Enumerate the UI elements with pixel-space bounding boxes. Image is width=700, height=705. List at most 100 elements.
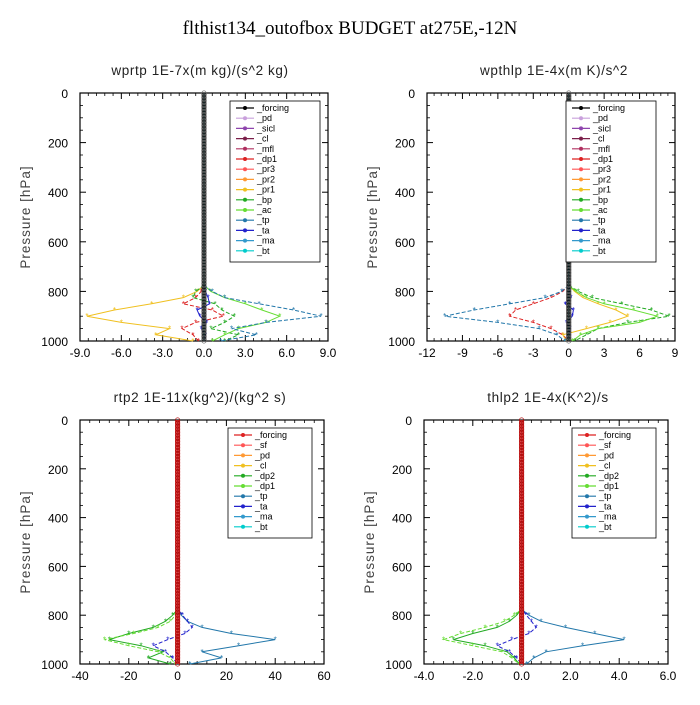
series-point: * <box>503 617 506 626</box>
zero-series-point <box>201 118 207 124</box>
series-point: * <box>171 611 174 620</box>
series-point: * <box>530 617 533 626</box>
series-point: * <box>202 337 205 346</box>
legend-marker <box>243 136 247 141</box>
zero-series-point <box>175 658 181 664</box>
zero-series-point <box>566 279 572 285</box>
zero-series-point <box>519 447 525 454</box>
series-point: * <box>157 648 160 657</box>
zero-series-point <box>175 496 181 502</box>
zero-series-point <box>519 481 525 487</box>
zero-series-point <box>566 276 572 282</box>
y-tick-label: 800 <box>392 609 412 623</box>
series-point: * <box>219 337 222 346</box>
y-axis-label: Pressure [hPa] <box>362 490 377 593</box>
series-point: * <box>205 318 208 327</box>
zero-series-point <box>519 579 525 585</box>
series-point: * <box>200 623 203 632</box>
zero-series-point <box>175 487 181 493</box>
series-point: * <box>567 337 570 346</box>
zero-series-point <box>201 198 207 205</box>
zero-series-point <box>175 572 181 579</box>
zero-series-point <box>175 499 181 505</box>
legend-marker <box>579 146 583 151</box>
zero-series-point <box>175 646 181 652</box>
series-point: * <box>223 294 226 303</box>
zero-series-point <box>519 420 525 426</box>
series-point: * <box>508 312 511 321</box>
zero-series-point <box>519 502 525 508</box>
zero-series-point <box>201 158 207 164</box>
series-point: * <box>260 306 263 315</box>
zero-series-point <box>201 99 207 105</box>
zero-series-point <box>519 515 525 521</box>
series-point: * <box>197 337 200 346</box>
series-point: * <box>564 300 567 309</box>
x-tick-label: -3.0 <box>152 346 173 360</box>
legend-marker <box>579 208 583 212</box>
series-line-bp <box>568 93 670 342</box>
zero-series-point <box>519 582 525 588</box>
legend-label: _bt <box>592 246 606 256</box>
zero-series-point <box>519 450 525 457</box>
series-point: * <box>443 312 446 321</box>
series-point: * <box>202 337 205 346</box>
zero-series-point <box>201 161 207 167</box>
series-point: * <box>211 306 214 315</box>
zero-series-point <box>201 264 207 270</box>
zero-series-point <box>175 429 181 435</box>
zero-series-point <box>175 627 181 634</box>
chart-panel-0: wprtp 1E-7x(m kg)/(s^2 kg) Pressure [hPa]… <box>18 63 337 360</box>
zero-series-point <box>175 618 181 624</box>
x-tick-label: 60 <box>317 669 331 683</box>
zero-series-point <box>566 90 572 96</box>
legend-marker <box>579 197 583 202</box>
series-point: * <box>527 630 530 639</box>
zero-series-point <box>519 630 525 637</box>
series-point: * <box>496 318 499 327</box>
zero-series-point <box>201 130 207 136</box>
series-point: * <box>626 312 629 321</box>
series-point: * <box>623 636 626 645</box>
zero-series-point <box>201 338 207 344</box>
zero-series-point <box>175 649 181 655</box>
zero-series-point <box>201 171 207 177</box>
series-point: * <box>176 660 179 669</box>
zero-series-point <box>175 563 181 569</box>
x-tick-label: 3 <box>601 346 608 360</box>
zero-series-point <box>175 557 181 563</box>
zero-series-point <box>201 183 207 189</box>
x-tick-label: 9 <box>672 346 679 360</box>
zero-series-column <box>201 93 207 341</box>
legend-label: _ma <box>598 512 617 522</box>
zero-series-point <box>519 618 525 624</box>
zero-series-point <box>519 560 525 566</box>
legend-label: _cl <box>592 134 605 144</box>
zero-series-point <box>175 469 181 475</box>
legend-marker <box>579 157 583 161</box>
zero-series-point <box>175 438 181 444</box>
zero-series-point <box>519 496 525 502</box>
zero-series-point <box>175 600 181 606</box>
zero-series-point <box>519 426 525 432</box>
zero-series-point <box>175 460 181 466</box>
zero-series-point <box>519 597 525 603</box>
zero-series-point <box>519 508 525 515</box>
series-point: * <box>168 325 171 334</box>
zero-series-point <box>201 195 207 201</box>
zero-series-point <box>201 251 207 257</box>
legend-label: _dp1 <box>254 481 275 491</box>
zero-series-point <box>519 569 525 576</box>
series-point: * <box>567 337 570 346</box>
y-tick-label: 0 <box>408 87 415 101</box>
zero-series-point <box>519 417 525 423</box>
series-point: * <box>213 300 216 309</box>
zero-series-point <box>201 322 207 329</box>
zero-series-point <box>201 239 207 245</box>
series-point: * <box>561 287 564 296</box>
series-point: * <box>567 337 570 346</box>
legend-label: _pr1 <box>592 185 611 195</box>
series-point: * <box>496 642 499 651</box>
zero-series-point <box>201 205 207 211</box>
